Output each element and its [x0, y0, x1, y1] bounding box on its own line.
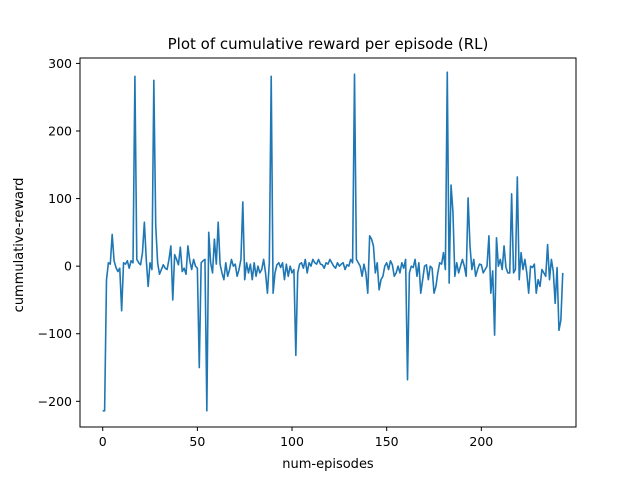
y-axis: −200 −100 0 100 200 300 [38, 56, 80, 409]
y-tick-label: 300 [48, 56, 72, 71]
series-line [102, 71, 564, 412]
y-tick-label: −100 [38, 326, 72, 341]
x-tick-label: 150 [375, 434, 399, 449]
x-tick-label: 50 [189, 434, 205, 449]
y-tick-label: 200 [48, 123, 72, 138]
y-axis-label: cummulative-reward [12, 178, 27, 313]
x-axis-label: num-episodes [282, 457, 374, 472]
chart-title: Plot of cumulative reward per episode (R… [168, 35, 489, 53]
y-tick-label: 0 [64, 259, 72, 274]
x-tick-label: 0 [99, 434, 107, 449]
x-tick-label: 100 [280, 434, 304, 449]
x-axis: 0 50 100 150 200 [99, 427, 493, 449]
y-tick-label: 100 [48, 191, 72, 206]
plot-frame [79, 57, 577, 428]
x-tick-label: 200 [469, 434, 493, 449]
plot-area [102, 71, 564, 412]
y-tick-label: −200 [38, 394, 72, 409]
